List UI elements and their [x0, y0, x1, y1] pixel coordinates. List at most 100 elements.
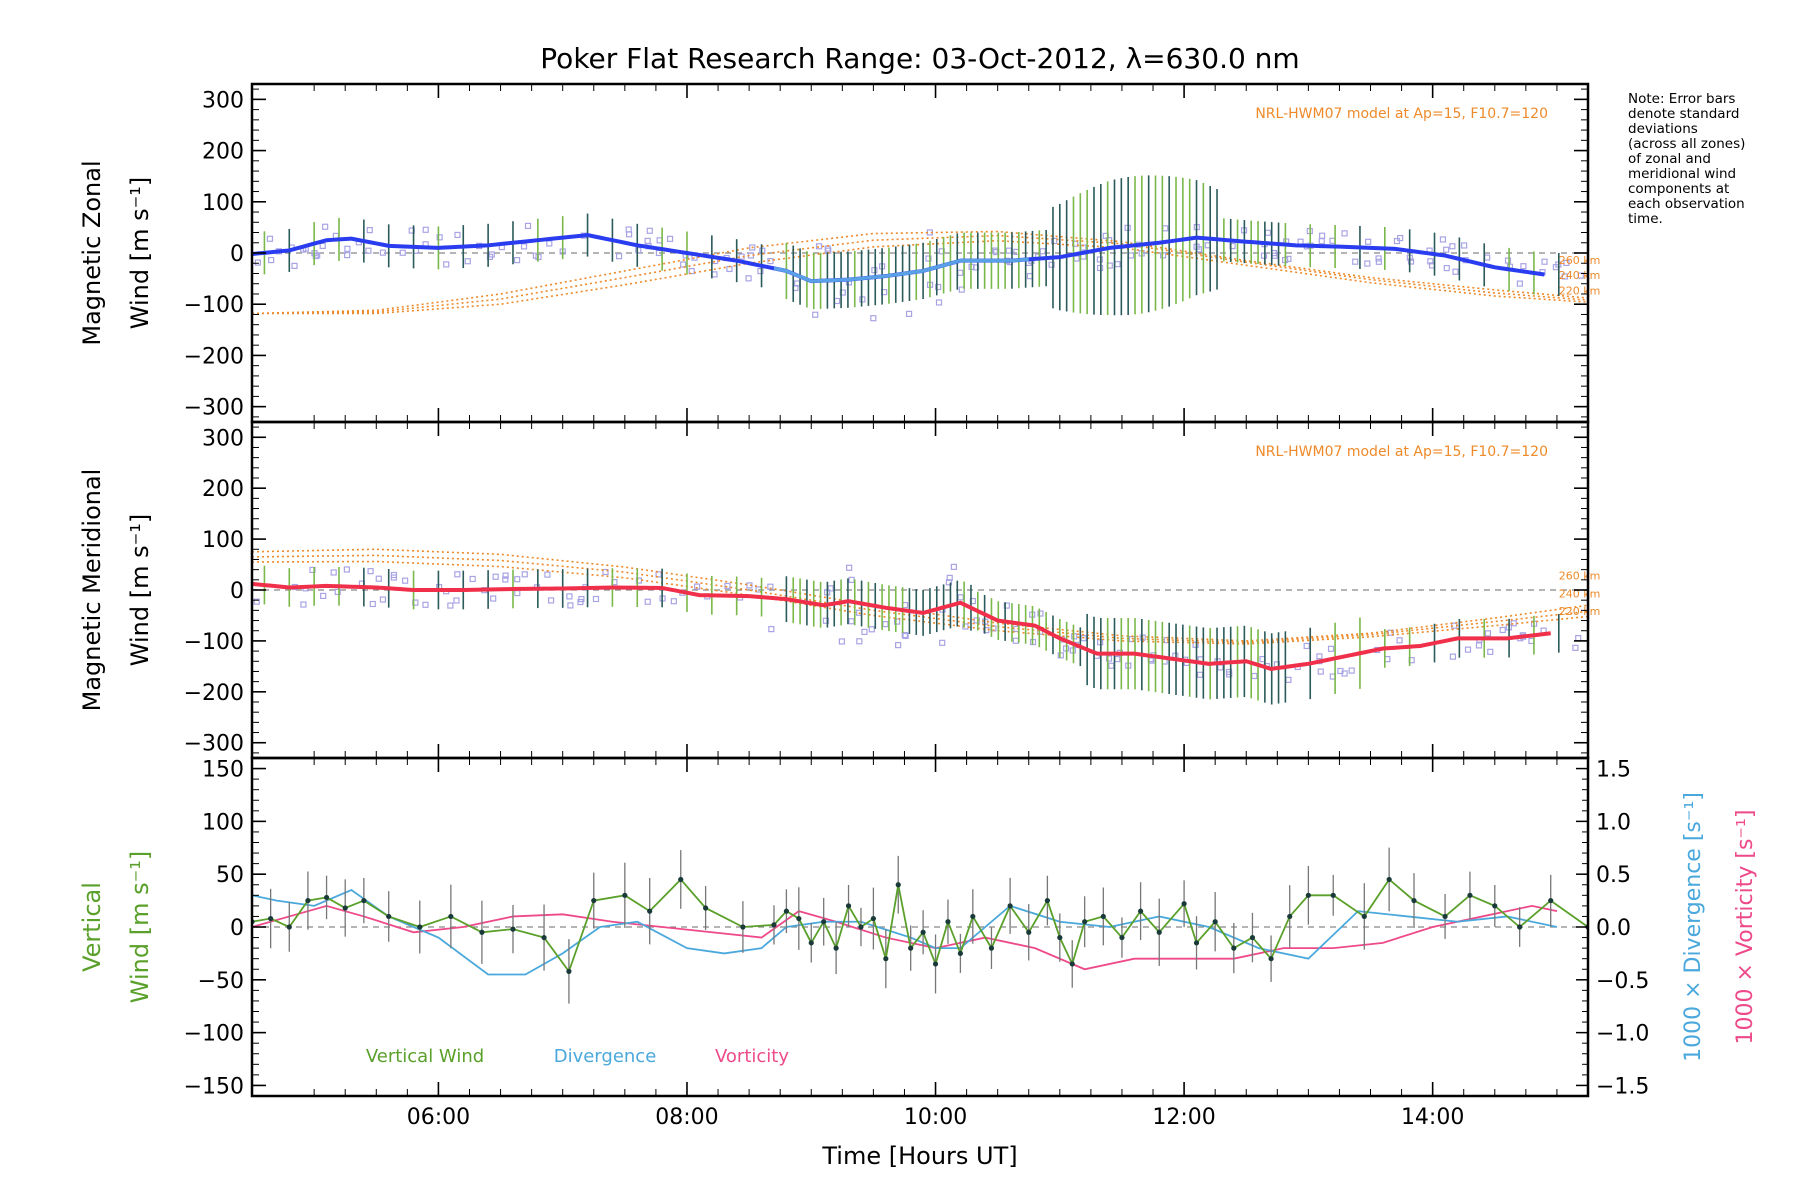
sample-point [291, 262, 298, 269]
sample-point [1510, 620, 1517, 627]
sample-point [870, 315, 877, 322]
sample-point [1337, 667, 1344, 675]
right-y-tick-label: 0.0 [1596, 916, 1631, 941]
zonal-panel: NRL-HWM07 model at Ap=15, F10.7=120 260 k… [78, 82, 1601, 424]
sample-point [1114, 261, 1121, 268]
vertical-wind-point [808, 940, 814, 946]
vertical-wind-point [566, 968, 572, 974]
sample-point [991, 247, 999, 254]
sample-point [757, 267, 764, 275]
vertical-wind-point [945, 919, 951, 925]
sample-point [602, 568, 609, 576]
sample-point [546, 240, 553, 247]
sample-point [1105, 655, 1113, 662]
sample-point [320, 592, 327, 599]
vertical-wind-point [448, 913, 454, 920]
vertical-wind-point [541, 934, 547, 941]
model-curve-label: 240 km [1559, 269, 1601, 282]
sample-point [1341, 230, 1348, 237]
y-tick-label: 100 [202, 191, 244, 216]
right-y-tick-label: 1.0 [1596, 810, 1631, 835]
sample-point [453, 597, 460, 604]
vertical-wind-point [323, 894, 330, 901]
vertical-wind-point [386, 913, 392, 920]
vertical-wind-point [1442, 913, 1448, 920]
plot-area-vertical [252, 847, 1588, 1004]
right-y-tick-label: −0.5 [1596, 969, 1649, 994]
sample-point [1484, 254, 1491, 261]
note-line: of zonal and [1628, 151, 1711, 167]
sample-point [945, 579, 953, 586]
plot-area-zonal [252, 175, 1588, 322]
sample-point [1449, 243, 1456, 250]
y-axis-label-line2: Wind [m s⁻¹] [126, 177, 154, 329]
right-y-tick-label: 1.5 [1596, 758, 1631, 783]
sample-point [1375, 258, 1382, 265]
vertical-wind-point [1156, 929, 1162, 935]
y-tick-label: 0 [230, 579, 244, 604]
note-line: meridional wind [1628, 166, 1737, 182]
y-tick-label: −200 [184, 681, 244, 706]
sample-point [1003, 602, 1010, 609]
sample-point [1319, 232, 1326, 239]
sample-point [1461, 242, 1468, 249]
vertical-wind-point [361, 897, 367, 904]
sample-point [1484, 630, 1492, 637]
sample-points [253, 563, 1582, 683]
sample-point [957, 594, 964, 601]
vertical-wind-points [252, 876, 1588, 974]
sample-point [625, 226, 632, 233]
sample-point [1080, 635, 1087, 642]
sample-point [1541, 258, 1548, 265]
sample-point [1318, 238, 1325, 245]
vertical-wind-point [1119, 934, 1125, 941]
right-y-tick-label: −1.0 [1596, 1022, 1649, 1047]
vertical-wind-point [417, 924, 423, 930]
sample-point [894, 618, 901, 625]
sample-point [365, 247, 372, 254]
sample-point [1443, 264, 1450, 272]
meridional-wind-line [252, 581, 1551, 671]
y-tick-label: 300 [202, 88, 244, 113]
y-axis-label-line1: Magnetic Meridional [78, 469, 106, 712]
vertical-wind-point [821, 919, 827, 925]
zonal-wind-highlight [773, 257, 1029, 283]
sample-point [1037, 610, 1044, 617]
vertical-wind-point [771, 922, 777, 928]
sample-point [724, 582, 731, 590]
sample-point [935, 299, 943, 306]
vertical-wind-point [1492, 903, 1498, 909]
vertical-wind-point [510, 926, 516, 932]
legend-vertical-wind: Vertical Wind [366, 1046, 484, 1067]
model-curve-nrl-hwm07-260-km [252, 548, 1588, 642]
vertical-wind-point [957, 950, 963, 957]
legend-divergence: Divergence [554, 1046, 657, 1067]
sample-point [1217, 664, 1224, 671]
y-tick-label: −100 [184, 293, 244, 318]
sample-point [1108, 662, 1115, 669]
sample-point [1443, 246, 1450, 253]
vertical-wind-point [796, 915, 802, 922]
sample-point [746, 582, 753, 589]
sample-point [447, 602, 454, 609]
sample-point [1051, 237, 1058, 245]
sample-point [973, 617, 980, 624]
sample-point [567, 602, 574, 609]
meridional-panel: NRL-HWM07 model at Ap=15, F10.7=120 260 k… [78, 420, 1600, 760]
note-line: (across all zones) [1628, 136, 1746, 152]
y-tick-label: 200 [202, 140, 244, 165]
sample-point [390, 574, 398, 581]
sample-point [1364, 260, 1371, 267]
legend-vorticity: Vorticity [715, 1046, 789, 1067]
sample-point [833, 297, 841, 305]
sample-point [1114, 656, 1121, 663]
sample-point [1365, 238, 1372, 245]
sample-point [666, 235, 674, 242]
sample-point [646, 227, 653, 234]
sample-point [547, 597, 555, 604]
sample-point [1439, 236, 1447, 243]
sample-point [815, 243, 823, 250]
vertical-wind-point [833, 945, 839, 951]
sample-point [502, 572, 509, 579]
sample-point [566, 593, 573, 600]
